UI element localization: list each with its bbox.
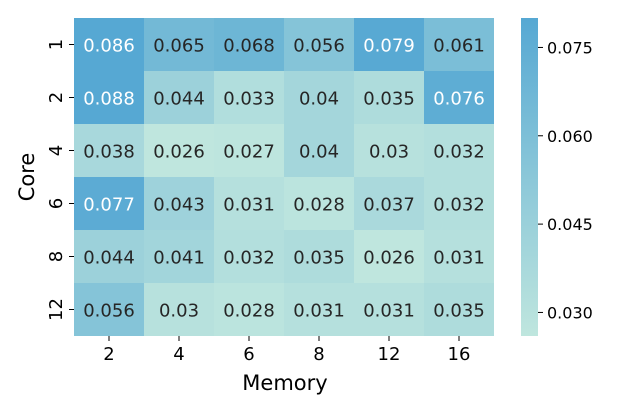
colorbar-tick-label: 0.060 bbox=[547, 127, 593, 146]
y-tick-label: 4 bbox=[46, 145, 67, 156]
heatmap-cell bbox=[424, 283, 494, 336]
heatmap-cell-label: 0.077 bbox=[83, 195, 135, 216]
x-tick-label: 12 bbox=[378, 344, 401, 365]
heatmap-cell bbox=[74, 71, 144, 124]
y-tick-label: 12 bbox=[46, 298, 67, 321]
heatmap-cell-label: 0.04 bbox=[299, 89, 339, 110]
heatmap-cell bbox=[214, 18, 284, 71]
heatmap-cell-label: 0.044 bbox=[83, 248, 135, 269]
heatmap-cell-label: 0.035 bbox=[433, 301, 485, 322]
colorbar-tick-label: 0.045 bbox=[547, 215, 593, 234]
heatmap-cell-label: 0.056 bbox=[293, 36, 345, 57]
heatmap-cell bbox=[74, 18, 144, 71]
y-tick-label: 2 bbox=[46, 92, 67, 103]
heatmap-cell-label: 0.028 bbox=[293, 195, 345, 216]
heatmap-cell bbox=[214, 124, 284, 177]
heatmap-cell bbox=[354, 18, 424, 71]
heatmap-cell bbox=[74, 283, 144, 336]
heatmap-cell-label: 0.043 bbox=[153, 195, 205, 216]
y-tick-label: 6 bbox=[46, 198, 67, 209]
heatmap-cell bbox=[354, 177, 424, 230]
heatmap-cell bbox=[424, 124, 494, 177]
heatmap-cell bbox=[284, 177, 354, 230]
heatmap-cell-label: 0.026 bbox=[363, 248, 415, 269]
heatmap-cell bbox=[424, 71, 494, 124]
heatmap-cell bbox=[424, 230, 494, 283]
heatmap-cell-label: 0.033 bbox=[223, 89, 275, 110]
heatmap-cell-label: 0.031 bbox=[293, 301, 345, 322]
heatmap-cell bbox=[74, 230, 144, 283]
y-axis-title: Core bbox=[15, 153, 39, 202]
heatmap-cell-label: 0.03 bbox=[369, 142, 409, 163]
heatmap-cell bbox=[284, 230, 354, 283]
heatmap-cell bbox=[144, 124, 214, 177]
heatmap-cell-label: 0.056 bbox=[83, 301, 135, 322]
heatmap-cell bbox=[214, 177, 284, 230]
heatmap-cell-label: 0.032 bbox=[433, 195, 485, 216]
heatmap-cell bbox=[284, 71, 354, 124]
heatmap-cells: 0.086 0.065 0.068 0.056 0.079 0.061 0.088 0.044… bbox=[74, 18, 494, 336]
heatmap-cell bbox=[354, 230, 424, 283]
heatmap-cell bbox=[214, 283, 284, 336]
heatmap-cell-label: 0.088 bbox=[83, 89, 135, 110]
heatmap-cell-label: 0.035 bbox=[363, 89, 415, 110]
heatmap-cell bbox=[354, 124, 424, 177]
heatmap-cell bbox=[144, 230, 214, 283]
heatmap-cell-label: 0.026 bbox=[153, 142, 205, 163]
heatmap-cell-label: 0.038 bbox=[83, 142, 135, 163]
colorbar-tick-label: 0.075 bbox=[547, 38, 593, 57]
heatmap-cell-label: 0.031 bbox=[433, 248, 485, 269]
x-tick-label: 2 bbox=[103, 344, 114, 365]
heatmap-cell bbox=[284, 124, 354, 177]
heatmap-cell bbox=[284, 18, 354, 71]
heatmap-cell bbox=[144, 71, 214, 124]
heatmap-cell bbox=[74, 177, 144, 230]
heatmap-cell bbox=[354, 71, 424, 124]
heatmap-cell bbox=[144, 283, 214, 336]
heatmap-cell-label: 0.076 bbox=[433, 89, 485, 110]
x-tick-label: 4 bbox=[173, 344, 184, 365]
heatmap-cell bbox=[284, 283, 354, 336]
heatmap-cell-label: 0.061 bbox=[433, 36, 485, 57]
heatmap-cell-label: 0.03 bbox=[159, 301, 199, 322]
y-tick-label: 1 bbox=[46, 39, 67, 50]
heatmap-cell-label: 0.028 bbox=[223, 301, 275, 322]
heatmap-cell-label: 0.065 bbox=[153, 36, 205, 57]
colorbar-tick-label: 0.030 bbox=[547, 303, 593, 322]
heatmap-cell-label: 0.031 bbox=[363, 301, 415, 322]
x-axis-ticks: 2 4 6 8 12 16 bbox=[103, 336, 470, 365]
heatmap-cell-label: 0.04 bbox=[299, 142, 339, 163]
heatmap-cell-label: 0.079 bbox=[363, 36, 415, 57]
x-axis-title: Memory bbox=[242, 371, 327, 395]
colorbar-ticks: 0.030 0.045 0.060 0.075 bbox=[538, 38, 593, 322]
heatmap-cell-label: 0.041 bbox=[153, 248, 205, 269]
heatmap-cell-label: 0.027 bbox=[223, 142, 275, 163]
heatmap-cell bbox=[214, 71, 284, 124]
x-tick-label: 8 bbox=[313, 344, 324, 365]
x-tick-label: 6 bbox=[243, 344, 254, 365]
heatmap-cell-label: 0.032 bbox=[223, 248, 275, 269]
heatmap-cell-label: 0.086 bbox=[83, 36, 135, 57]
heatmap-cell bbox=[144, 177, 214, 230]
heatmap-cell-label: 0.037 bbox=[363, 195, 415, 216]
heatmap-cell bbox=[424, 18, 494, 71]
heatmap-cell-label: 0.068 bbox=[223, 36, 275, 57]
heatmap-cell bbox=[424, 177, 494, 230]
heatmap-cell bbox=[74, 124, 144, 177]
heatmap-cell bbox=[214, 230, 284, 283]
heatmap-cell-label: 0.031 bbox=[223, 195, 275, 216]
heatmap-cell bbox=[354, 283, 424, 336]
heatmap-cell-label: 0.032 bbox=[433, 142, 485, 163]
heatmap-cell-label: 0.035 bbox=[293, 248, 345, 269]
heatmap-cell bbox=[144, 18, 214, 71]
x-tick-label: 16 bbox=[448, 344, 471, 365]
colorbar bbox=[521, 18, 538, 336]
heatmap-cell-label: 0.044 bbox=[153, 89, 205, 110]
y-tick-label: 8 bbox=[46, 251, 67, 262]
